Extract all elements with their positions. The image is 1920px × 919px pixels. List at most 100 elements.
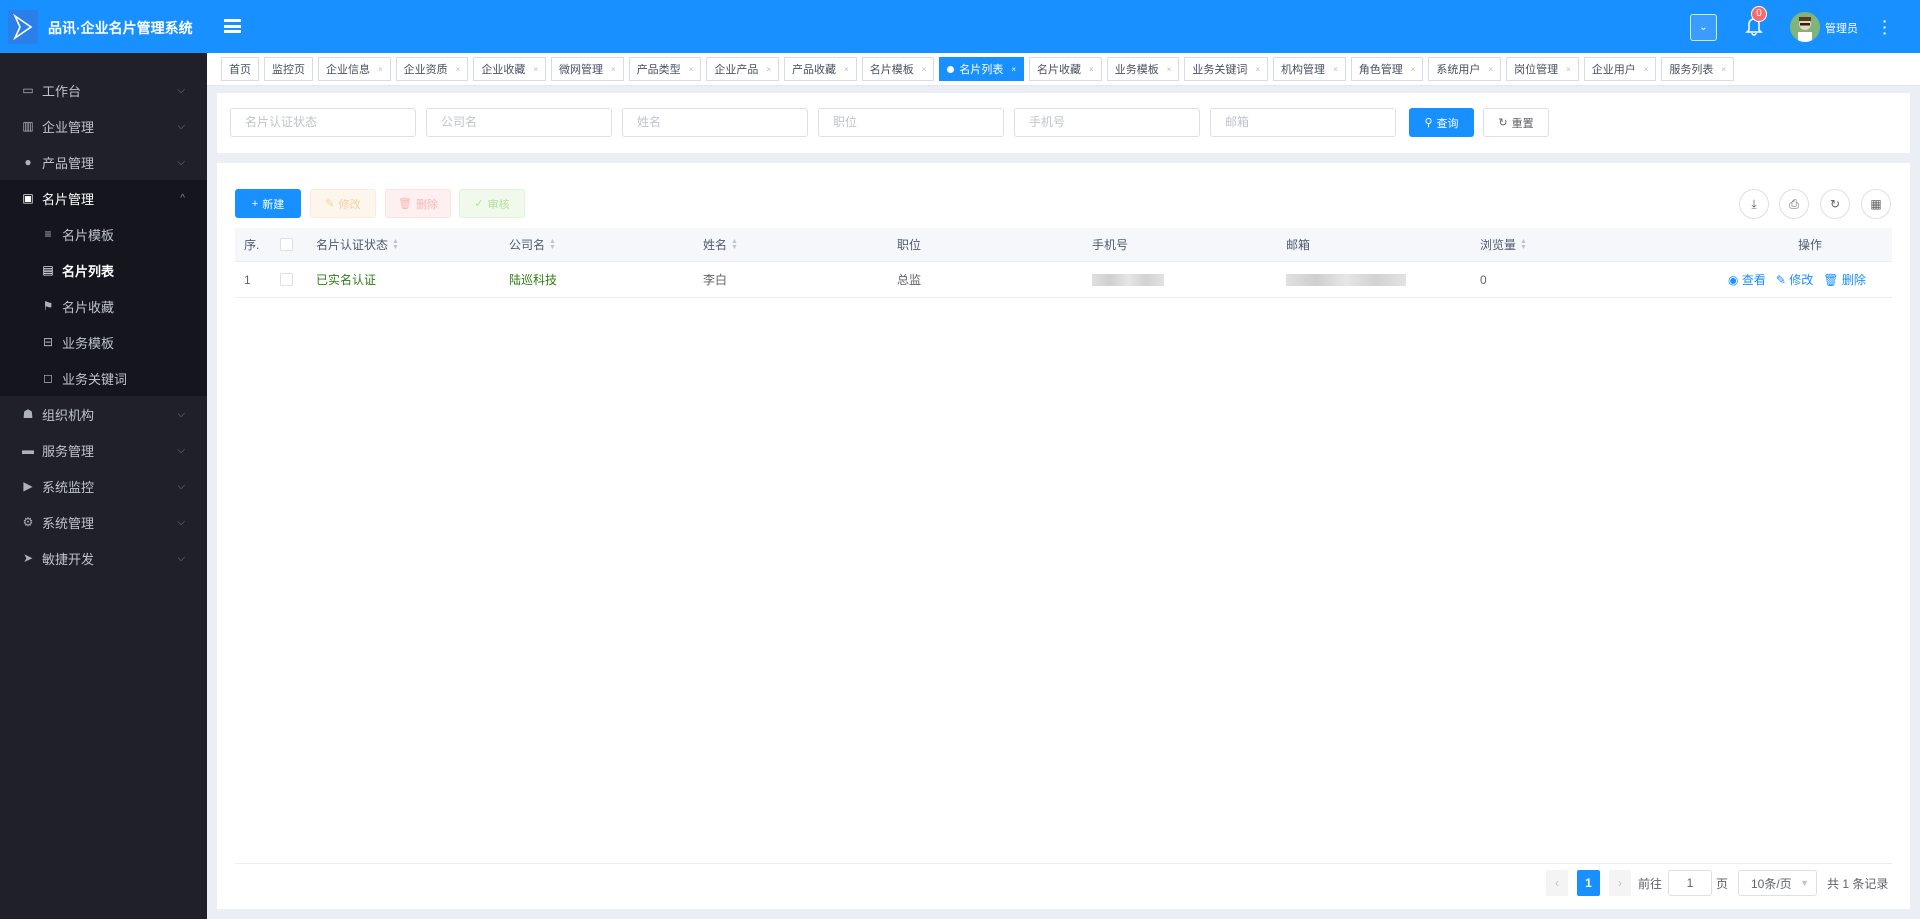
username[interactable]: 管理员 <box>1825 23 1858 35</box>
tab-item[interactable]: 监控页 <box>264 57 313 81</box>
close-icon[interactable]: × <box>1255 64 1261 74</box>
position-input[interactable]: 职位 <box>818 108 1004 137</box>
sidebar-item-product[interactable]: ● 产品管理 ⌵ <box>0 144 207 180</box>
menu-toggle-icon[interactable] <box>224 19 241 33</box>
sidebar-item-card-template[interactable]: ≡ 名片模板 <box>0 216 207 252</box>
col-company[interactable]: 公司名 ▲ ▼ <box>509 228 556 261</box>
sidebar-item-card-management[interactable]: ▣ 名片管理 ^ <box>0 180 207 216</box>
edit-button[interactable]: ✎ 修改 <box>310 189 376 218</box>
email-input[interactable]: 邮箱 <box>1210 108 1396 137</box>
sidebar-item-enterprise[interactable]: ▥ 企业管理 ⌵ <box>0 108 207 144</box>
refresh-icon[interactable]: ↻ <box>1820 189 1850 219</box>
goto-page-input[interactable]: 1 <box>1668 870 1712 896</box>
prev-page-button[interactable]: ‹ <box>1546 870 1568 896</box>
tab-item[interactable]: 企业产品 × <box>706 57 780 81</box>
tab-item[interactable]: 微网管理 × <box>551 57 624 81</box>
list-icon: ≡ <box>44 227 52 241</box>
tab-label: 服务列表 <box>1669 64 1714 76</box>
tab-item[interactable]: 企业资质 × <box>395 57 469 81</box>
more-vertical-icon[interactable]: · · · <box>1882 13 1888 41</box>
company-input[interactable]: 公司名 <box>426 108 612 137</box>
phone-input[interactable]: 手机号 <box>1014 108 1200 137</box>
col-position: 职位 <box>897 238 922 252</box>
sort-icon[interactable]: ▲ ▼ <box>392 237 399 251</box>
edit-link[interactable]: ✎ 修改 <box>1775 273 1814 287</box>
close-icon[interactable]: × <box>1721 64 1727 74</box>
tab-item[interactable]: 首页 <box>221 57 259 81</box>
close-icon[interactable]: × <box>844 64 849 74</box>
tab-item[interactable]: 服务列表 × <box>1661 57 1735 81</box>
avatar[interactable] <box>1790 12 1820 42</box>
header-dropdown[interactable]: ⌄ <box>1690 14 1717 41</box>
tab-item[interactable]: 产品收藏 × <box>784 57 857 81</box>
col-views[interactable]: 浏览量 ▲ ▼ <box>1480 228 1527 261</box>
download-icon[interactable]: ⤓ <box>1739 189 1769 219</box>
tab-item[interactable]: 系统用户 × <box>1428 57 1502 81</box>
sidebar-item-service[interactable]: ▬ 服务管理 ⌵ <box>0 432 207 468</box>
row-checkbox[interactable] <box>280 262 293 297</box>
close-icon[interactable]: × <box>455 64 461 74</box>
close-icon[interactable]: × <box>921 64 927 74</box>
tab-item[interactable]: 角色管理 × <box>1350 57 1424 81</box>
query-button[interactable]: ⚲ 查询 <box>1409 108 1474 137</box>
next-page-button[interactable]: › <box>1609 870 1631 896</box>
close-icon[interactable]: × <box>1166 64 1172 74</box>
sidebar-item-system[interactable]: ⚙ 系统管理 ⌵ <box>0 504 207 540</box>
tab-item[interactable]: 名片列表 × <box>939 57 1025 81</box>
sidebar-item-dev[interactable]: ➤ 敏捷开发 ⌵ <box>0 540 207 576</box>
tab-item[interactable]: 业务模板 × <box>1106 57 1180 81</box>
select-all-checkbox[interactable] <box>280 228 293 261</box>
add-button[interactable]: + 新建 <box>235 189 301 218</box>
col-name[interactable]: 姓名 ▲ ▼ <box>703 228 738 261</box>
view-link[interactable]: ◉ 查看 <box>1728 273 1766 287</box>
col-cert-status[interactable]: 名片认证状态 ▲ ▼ <box>316 228 399 261</box>
tab-item[interactable]: 企业收藏 × <box>473 57 547 81</box>
tab-label: 业务模板 <box>1114 64 1159 76</box>
close-icon[interactable]: × <box>533 64 539 74</box>
sidebar-item-monitor[interactable]: ▶ 系统监控 ⌵ <box>0 468 207 504</box>
sidebar-item-card-list[interactable]: ▤ 名片列表 <box>0 252 207 288</box>
tab-item[interactable]: 名片收藏 × <box>1029 57 1102 81</box>
tab-item[interactable]: 企业信息 × <box>318 57 391 81</box>
print-icon[interactable]: ⎙ <box>1779 189 1809 219</box>
tab-item[interactable]: 岗位管理 × <box>1506 57 1579 81</box>
sidebar-item-card-favorites[interactable]: ⚑ 名片收藏 <box>0 288 207 324</box>
sort-icon[interactable]: ▲ ▼ <box>549 237 556 251</box>
delete-link[interactable]: 🗑 删除 <box>1823 273 1866 287</box>
close-icon[interactable]: × <box>1643 64 1649 74</box>
logo <box>8 10 38 44</box>
sidebar-item-organization[interactable]: ☗ 组织机构 ⌵ <box>0 396 207 432</box>
sidebar-label: 工作台 <box>42 83 82 99</box>
close-icon[interactable]: × <box>611 64 616 74</box>
sidebar-item-business-keywords[interactable]: ◻ 业务关键词 <box>0 360 207 396</box>
page-size-select[interactable]: 10条/页 ▼ <box>1738 870 1817 896</box>
sort-icon[interactable]: ▲ ▼ <box>731 237 738 251</box>
name-input[interactable]: 姓名 <box>622 108 808 137</box>
tab-item[interactable]: 机构管理 × <box>1273 57 1346 81</box>
sidebar-item-workbench[interactable]: ▭ 工作台 ⌵ <box>0 72 207 108</box>
close-icon[interactable]: × <box>378 64 383 74</box>
tab-item[interactable]: 产品类型 × <box>628 57 702 81</box>
cert-status-input[interactable]: 名片认证状态 <box>230 108 416 137</box>
tab-item[interactable]: 业务关键词 × <box>1184 57 1269 81</box>
close-icon[interactable]: × <box>688 64 694 74</box>
tab-item[interactable]: 名片模板 × <box>861 57 935 81</box>
sort-icon[interactable]: ▲ ▼ <box>1520 237 1527 251</box>
close-icon[interactable]: × <box>1089 64 1094 74</box>
close-icon[interactable]: × <box>1488 64 1494 74</box>
columns-icon[interactable]: ▦ <box>1861 189 1891 219</box>
close-icon[interactable]: × <box>1333 64 1338 74</box>
total-records: 共 1 条记录 <box>1827 876 1889 891</box>
delete-button[interactable]: 🗑 删除 <box>385 189 451 218</box>
tab-label: 企业用户 <box>1591 64 1636 76</box>
close-icon[interactable]: × <box>1011 64 1017 74</box>
sidebar-item-business-template[interactable]: ⊟ 业务模板 <box>0 324 207 360</box>
close-icon[interactable]: × <box>1566 64 1571 74</box>
reset-button[interactable]: ↻ 重置 <box>1483 108 1549 137</box>
close-icon[interactable]: × <box>1410 64 1416 74</box>
audit-button[interactable]: ✓ 审核 <box>459 189 525 218</box>
position: 总监 <box>897 273 922 287</box>
close-icon[interactable]: × <box>766 64 772 74</box>
tab-item[interactable]: 企业用户 × <box>1583 57 1657 81</box>
page-1-button[interactable]: 1 <box>1577 870 1600 896</box>
